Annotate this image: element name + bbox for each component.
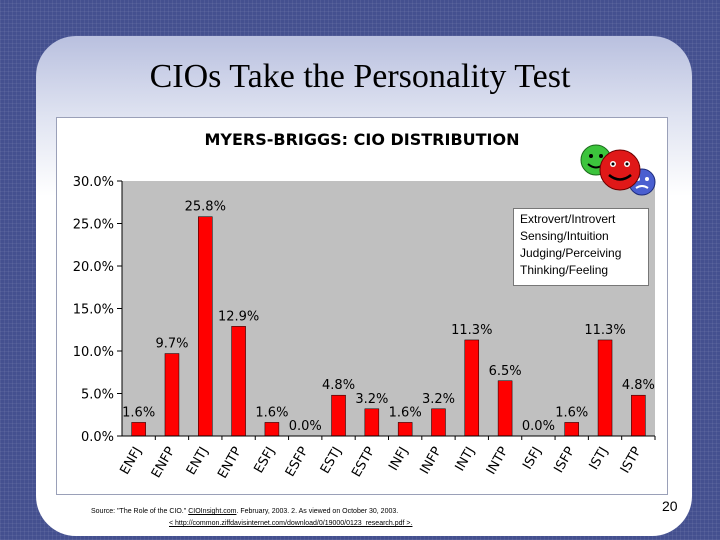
bar-enfj	[131, 422, 146, 437]
x-tick-label-entp: ENTP	[215, 444, 245, 481]
personality-legend: Extrovert/Introvert Sensing/Intuition Ju…	[513, 208, 649, 286]
y-tick-label: 15.0%	[73, 303, 114, 318]
y-axis: 0.0% 5.0% 10.0% 15.0% 20.0% 25.0% 30.0%	[73, 175, 123, 445]
x-tick-label-istj: ISTJ	[587, 445, 612, 473]
source-site-link[interactable]: CIOInsight.com	[188, 508, 237, 515]
bar-chart: MYERS-BRIGGS: CIO DISTRIBUTION 0.0% 5.0% 1…	[73, 130, 656, 481]
x-tick-label-istp: ISTP	[618, 444, 645, 476]
y-tick-label: 20.0%	[73, 260, 114, 275]
x-tick-label-estj: ESTJ	[318, 445, 345, 477]
data-label-isfp: 1.6%	[555, 405, 588, 420]
source-suffix: . February, 2003. 2. As viewed on Octobe…	[236, 508, 399, 515]
bar-entj	[198, 216, 213, 437]
bar-infj	[397, 422, 413, 437]
bar-esfj	[264, 422, 280, 437]
smiley-faces-icon	[580, 144, 656, 196]
data-label-estj: 4.8%	[322, 378, 355, 393]
bar-isfp	[564, 422, 579, 437]
x-tick-label-estp: ESTP	[349, 444, 378, 480]
bar-estj	[331, 394, 346, 437]
data-label-istp: 4.8%	[622, 378, 655, 393]
bar-istj	[597, 339, 613, 437]
data-label-estp: 3.2%	[355, 392, 388, 407]
source-citation: Source: "The Role of the CIO." CIOInsigh…	[91, 506, 412, 530]
data-label-intp: 6.5%	[489, 364, 522, 379]
x-axis: ENFJ ENFP ENTJ ENTP ESFJ ESFP ESTJ ESTP INFJ INFP…	[118, 435, 656, 481]
legend-line-sensing: Sensing/Intuition	[520, 229, 609, 243]
x-tick-label-enfj: ENFJ	[118, 445, 146, 478]
y-tick-label: 25.0%	[73, 218, 114, 233]
x-tick-label-isfp: ISFP	[551, 444, 578, 475]
legend-line-thinking: Thinking/Feeling	[520, 263, 609, 277]
data-label-istj: 11.3%	[584, 323, 625, 338]
y-tick-label: 10.0%	[73, 345, 114, 360]
data-label-intj: 11.3%	[451, 323, 492, 338]
legend-line-judging: Judging/Perceiving	[520, 246, 622, 260]
bar-intj	[464, 339, 480, 437]
legend-line-extrovert: Extrovert/Introvert	[520, 212, 616, 226]
x-tick-label-esfp: ESFP	[283, 444, 312, 479]
x-tick-label-enfp: ENFP	[149, 444, 179, 480]
y-tick-label: 5.0%	[81, 388, 114, 403]
x-tick-label-infp: INFP	[417, 444, 445, 477]
x-tick-label-intj: INTJ	[453, 445, 479, 474]
chart-container: MYERS-BRIGGS: CIO DISTRIBUTION 0.0% 5.0% 1…	[56, 117, 668, 495]
data-label-isfj: 0.0%	[522, 419, 555, 434]
bar-entp	[231, 326, 246, 437]
slide-title: CIOs Take the Personality Test	[149, 58, 571, 95]
data-label-enfp: 9.7%	[155, 337, 188, 352]
data-label-esfj: 1.6%	[255, 405, 288, 420]
page-number: 20	[662, 498, 678, 514]
source-prefix: Source: "The Role of the CIO."	[91, 508, 187, 515]
x-tick-label-intp: INTP	[484, 444, 512, 477]
x-tick-label-infj: INFJ	[386, 445, 411, 474]
y-tick-label: 0.0%	[81, 430, 114, 445]
chart-title: MYERS-BRIGGS: CIO DISTRIBUTION	[204, 130, 519, 149]
data-label-infp: 3.2%	[422, 392, 455, 407]
x-tick-label-entj: ENTJ	[184, 445, 212, 478]
data-label-entp: 12.9%	[218, 309, 259, 324]
source-url-link[interactable]: < http://common.ziffdavisinternet.com/do…	[169, 520, 413, 527]
bar-istp	[631, 394, 646, 437]
bar-intp	[497, 380, 513, 437]
data-label-enfj: 1.6%	[122, 405, 155, 420]
data-label-infj: 1.6%	[389, 405, 422, 420]
data-label-esfp: 0.0%	[289, 419, 322, 434]
data-label-entj: 25.8%	[185, 200, 226, 215]
bar-estp	[364, 408, 380, 437]
x-tick-label-isfj: ISFJ	[520, 445, 545, 473]
x-tick-label-esfj: ESFJ	[251, 445, 278, 477]
y-tick-label: 30.0%	[73, 175, 114, 190]
bar-enfp	[164, 353, 180, 437]
bar-labels-group: 1.6%9.7%25.8%12.9%1.6%0.0%4.8%3.2%1.6%3.…	[122, 200, 655, 434]
bar-infp	[431, 408, 446, 437]
